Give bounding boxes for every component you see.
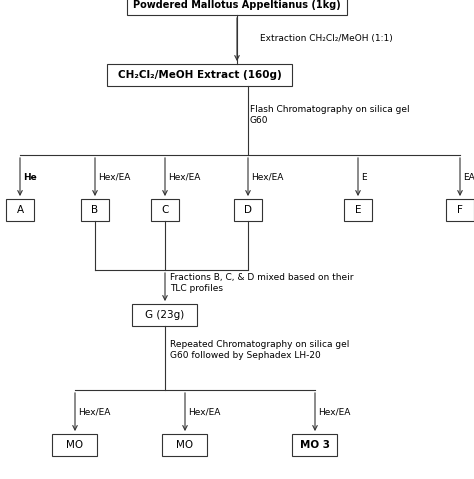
FancyBboxPatch shape: [234, 199, 262, 221]
Text: Fractions B, C, & D mixed based on their
TLC profiles: Fractions B, C, & D mixed based on their…: [170, 274, 354, 293]
FancyBboxPatch shape: [151, 199, 179, 221]
Text: C: C: [161, 205, 169, 215]
Text: He: He: [23, 172, 37, 182]
FancyBboxPatch shape: [53, 434, 98, 456]
Text: Flash Chromatography on silica gel
G60: Flash Chromatography on silica gel G60: [250, 105, 410, 125]
Text: Hex/EA: Hex/EA: [188, 408, 220, 417]
Text: E: E: [361, 172, 366, 182]
Text: E: E: [355, 205, 361, 215]
Text: Hex/EA: Hex/EA: [318, 408, 350, 417]
FancyBboxPatch shape: [344, 199, 372, 221]
FancyBboxPatch shape: [292, 434, 337, 456]
Text: MO: MO: [66, 440, 83, 450]
Text: F: F: [457, 205, 463, 215]
Text: EA/MeOH: EA/MeOH: [463, 172, 474, 182]
FancyBboxPatch shape: [108, 64, 292, 86]
FancyBboxPatch shape: [6, 199, 34, 221]
Text: Repeated Chromatography on silica gel
G60 followed by Sephadex LH-20: Repeated Chromatography on silica gel G6…: [170, 340, 349, 360]
FancyBboxPatch shape: [81, 199, 109, 221]
Text: CH₂Cl₂/MeOH Extract (160g): CH₂Cl₂/MeOH Extract (160g): [118, 70, 282, 80]
Text: D: D: [244, 205, 252, 215]
Text: MO: MO: [176, 440, 193, 450]
Text: Extraction CH₂Cl₂/MeOH (1:1): Extraction CH₂Cl₂/MeOH (1:1): [260, 34, 393, 43]
Text: MO 3: MO 3: [300, 440, 330, 450]
Text: Hex/EA: Hex/EA: [168, 172, 201, 182]
FancyBboxPatch shape: [163, 434, 208, 456]
Text: A: A: [17, 205, 24, 215]
Text: Hex/EA: Hex/EA: [251, 172, 283, 182]
Text: Powdered Mallotus Appeltianus (1kg): Powdered Mallotus Appeltianus (1kg): [133, 0, 341, 10]
Text: G (23g): G (23g): [146, 310, 185, 320]
Text: B: B: [91, 205, 99, 215]
FancyBboxPatch shape: [446, 199, 474, 221]
FancyBboxPatch shape: [133, 304, 198, 326]
Text: Hex/EA: Hex/EA: [98, 172, 130, 182]
Text: Hex/EA: Hex/EA: [78, 408, 110, 417]
FancyBboxPatch shape: [127, 0, 347, 15]
